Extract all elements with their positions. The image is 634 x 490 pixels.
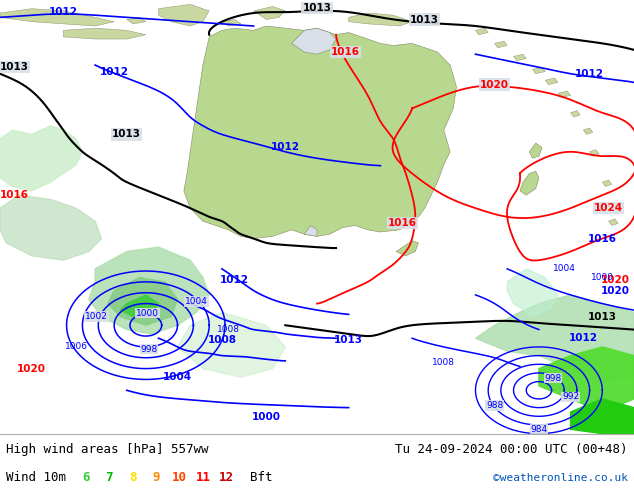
Text: 1004: 1004 (553, 265, 576, 273)
Text: 1012: 1012 (220, 275, 249, 285)
Text: 1013: 1013 (410, 15, 439, 24)
Text: 1016: 1016 (588, 234, 617, 244)
Text: 10: 10 (172, 471, 187, 484)
Polygon shape (529, 143, 542, 158)
Text: 1020: 1020 (600, 275, 630, 285)
Polygon shape (127, 17, 146, 24)
Text: 11: 11 (195, 471, 210, 484)
Text: 1000: 1000 (252, 412, 281, 422)
Text: 984: 984 (530, 425, 548, 434)
Text: 1016: 1016 (388, 219, 417, 228)
Text: High wind areas [hPa] 557ww: High wind areas [hPa] 557ww (6, 443, 209, 456)
Polygon shape (0, 195, 101, 260)
Polygon shape (602, 180, 612, 187)
Polygon shape (120, 295, 158, 317)
Text: 1016: 1016 (0, 190, 29, 200)
Text: 1012: 1012 (271, 143, 300, 152)
Text: 1000: 1000 (591, 273, 614, 282)
Polygon shape (158, 4, 209, 26)
Text: Wind 10m: Wind 10m (6, 471, 67, 484)
Text: 1000: 1000 (136, 309, 159, 318)
Text: 1012: 1012 (100, 67, 129, 76)
Text: 1013: 1013 (334, 336, 363, 345)
Text: 1008: 1008 (207, 336, 236, 345)
Polygon shape (292, 28, 336, 54)
Text: 1013: 1013 (0, 62, 29, 72)
Polygon shape (539, 347, 634, 412)
Polygon shape (476, 28, 488, 35)
Text: 7: 7 (105, 471, 113, 484)
Polygon shape (520, 172, 539, 195)
Text: 6: 6 (82, 471, 89, 484)
Polygon shape (184, 26, 456, 239)
Polygon shape (571, 111, 580, 117)
Text: 1020: 1020 (17, 364, 46, 373)
Text: 1013: 1013 (302, 3, 332, 13)
Text: 1016: 1016 (331, 47, 360, 57)
Text: 8: 8 (129, 471, 136, 484)
Text: 9: 9 (152, 471, 160, 484)
Text: 1024: 1024 (594, 203, 623, 213)
Text: 1012: 1012 (569, 333, 598, 343)
Text: Bft: Bft (250, 471, 272, 484)
Polygon shape (254, 6, 285, 20)
Polygon shape (583, 128, 593, 134)
Text: 12: 12 (219, 471, 234, 484)
Polygon shape (396, 241, 418, 256)
Text: 988: 988 (486, 401, 503, 410)
Text: 1006: 1006 (65, 343, 87, 351)
Text: 1004: 1004 (185, 297, 208, 306)
Polygon shape (571, 399, 634, 434)
Polygon shape (349, 13, 412, 26)
Text: 1008: 1008 (217, 325, 240, 334)
Polygon shape (178, 312, 285, 377)
Polygon shape (476, 295, 634, 382)
Text: 1013: 1013 (112, 129, 141, 140)
Polygon shape (222, 20, 241, 26)
Polygon shape (533, 67, 545, 74)
Text: 1013: 1013 (588, 312, 617, 321)
Polygon shape (0, 126, 82, 191)
Polygon shape (63, 28, 146, 39)
Polygon shape (558, 91, 571, 98)
Polygon shape (507, 269, 558, 317)
Polygon shape (495, 41, 507, 48)
Text: ©weatheronline.co.uk: ©weatheronline.co.uk (493, 472, 628, 483)
Text: 1012: 1012 (575, 69, 604, 79)
Text: 1020: 1020 (600, 286, 630, 295)
Text: 1002: 1002 (85, 312, 108, 321)
Polygon shape (89, 247, 209, 334)
Text: 1004: 1004 (163, 372, 192, 382)
Polygon shape (108, 277, 178, 325)
Text: 1012: 1012 (49, 7, 78, 17)
Polygon shape (304, 225, 317, 236)
Polygon shape (609, 219, 618, 225)
Text: 1020: 1020 (480, 79, 509, 90)
Text: 998: 998 (544, 374, 562, 383)
Polygon shape (545, 78, 558, 85)
Text: 992: 992 (562, 392, 579, 401)
Text: 998: 998 (140, 344, 158, 354)
Polygon shape (590, 149, 599, 156)
Polygon shape (514, 54, 526, 61)
Polygon shape (0, 9, 114, 26)
Text: 1008: 1008 (432, 358, 455, 367)
Text: Tu 24-09-2024 00:00 UTC (00+48): Tu 24-09-2024 00:00 UTC (00+48) (395, 443, 628, 456)
